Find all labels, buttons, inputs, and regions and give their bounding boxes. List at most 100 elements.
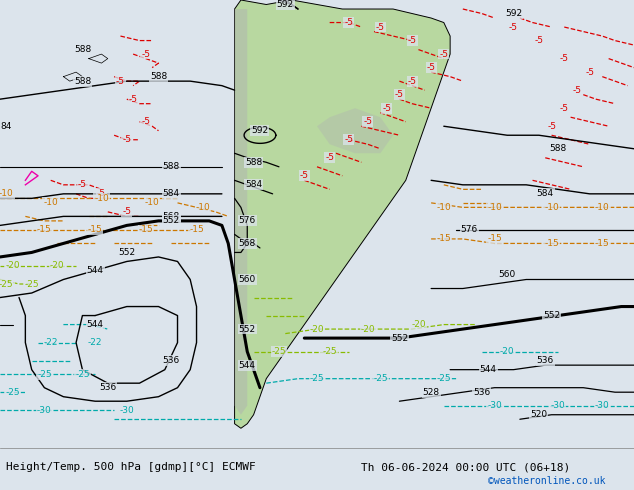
Text: -5: -5	[363, 117, 372, 126]
Text: -30: -30	[487, 401, 502, 410]
Text: 552: 552	[238, 324, 256, 334]
Text: -15: -15	[487, 234, 502, 244]
Text: 536: 536	[99, 383, 117, 392]
Text: -5: -5	[382, 104, 391, 113]
Text: -5: -5	[560, 104, 569, 113]
Text: 568: 568	[238, 239, 256, 248]
Text: 544: 544	[87, 320, 103, 329]
Text: 592: 592	[276, 0, 294, 9]
Text: 552: 552	[391, 334, 408, 343]
Text: -20: -20	[5, 262, 20, 270]
Text: 560: 560	[498, 270, 516, 279]
Text: -5: -5	[408, 36, 417, 45]
Text: -25: -25	[373, 374, 388, 383]
Text: -5: -5	[547, 122, 556, 131]
Text: -5: -5	[408, 76, 417, 86]
Polygon shape	[235, 9, 247, 415]
Text: -22: -22	[44, 338, 58, 347]
Text: -10: -10	[436, 203, 451, 212]
Text: -5: -5	[78, 180, 87, 189]
Text: -15: -15	[436, 234, 451, 244]
Text: -10: -10	[0, 189, 14, 198]
Text: -25: -25	[75, 369, 90, 379]
Text: -10: -10	[595, 203, 610, 212]
Text: -5: -5	[344, 18, 353, 27]
Text: 520: 520	[530, 410, 548, 419]
Text: -5: -5	[395, 90, 404, 99]
Text: 576: 576	[460, 225, 478, 234]
Text: 576: 576	[238, 217, 256, 225]
Text: 588: 588	[162, 162, 180, 171]
Text: -25: -25	[0, 279, 14, 289]
Text: 584: 584	[536, 189, 554, 198]
Polygon shape	[317, 108, 393, 153]
Text: -15: -15	[595, 239, 610, 248]
Text: 584: 584	[162, 189, 180, 198]
Text: ©weatheronline.co.uk: ©weatheronline.co.uk	[488, 476, 605, 486]
Text: -5: -5	[325, 153, 334, 162]
Text: 588: 588	[549, 144, 567, 153]
Text: -15: -15	[87, 225, 103, 234]
Text: -5: -5	[585, 68, 594, 76]
Text: -30: -30	[550, 401, 566, 410]
Text: -5: -5	[116, 76, 125, 86]
Text: 536: 536	[162, 356, 180, 365]
Text: 592: 592	[251, 126, 269, 135]
Text: -15: -15	[138, 225, 153, 234]
Text: -5: -5	[129, 95, 138, 104]
Text: -5: -5	[427, 63, 436, 72]
Text: -10: -10	[43, 198, 58, 207]
Text: -5: -5	[509, 23, 518, 31]
Text: -20: -20	[360, 324, 375, 334]
Text: -5: -5	[141, 117, 150, 126]
Text: -30: -30	[37, 406, 52, 415]
Text: -25: -25	[24, 279, 39, 289]
Text: 84: 84	[1, 122, 12, 131]
Text: 592: 592	[505, 9, 522, 18]
Text: -30: -30	[119, 406, 134, 415]
Text: -5: -5	[97, 189, 106, 198]
Text: -30: -30	[595, 401, 610, 410]
Text: 568: 568	[162, 212, 180, 221]
Text: -10: -10	[487, 203, 502, 212]
Text: -20: -20	[49, 262, 65, 270]
Text: 536: 536	[536, 356, 554, 365]
Text: 552: 552	[118, 248, 136, 257]
Text: 560: 560	[238, 275, 256, 284]
Text: -5: -5	[534, 36, 543, 45]
Polygon shape	[235, 0, 450, 428]
Text: 588: 588	[245, 158, 262, 167]
Text: -15: -15	[189, 225, 204, 234]
Text: -25: -25	[322, 347, 337, 356]
Text: 544: 544	[480, 365, 496, 374]
Text: -10: -10	[145, 198, 160, 207]
Text: -15: -15	[544, 239, 559, 248]
Text: -5: -5	[122, 207, 131, 217]
Text: -15: -15	[37, 225, 52, 234]
Text: 588: 588	[150, 72, 167, 81]
Text: -5: -5	[376, 23, 385, 31]
Text: -5: -5	[141, 49, 150, 59]
Text: -10: -10	[544, 203, 559, 212]
Text: -5: -5	[300, 172, 309, 180]
Text: -5: -5	[344, 135, 353, 144]
Text: 544: 544	[87, 266, 103, 275]
Text: -20: -20	[309, 324, 325, 334]
Text: 588: 588	[74, 76, 91, 86]
Text: -25: -25	[37, 369, 52, 379]
Text: 552: 552	[162, 217, 180, 225]
Text: -25: -25	[271, 347, 287, 356]
Text: 584: 584	[245, 180, 262, 189]
Text: -5: -5	[439, 49, 448, 59]
Text: 588: 588	[74, 45, 91, 54]
Text: -5: -5	[573, 86, 581, 95]
Text: 528: 528	[422, 388, 440, 397]
Text: -22: -22	[88, 338, 102, 347]
Text: -10: -10	[94, 194, 109, 203]
Text: 536: 536	[473, 388, 491, 397]
Text: 544: 544	[239, 361, 256, 369]
Text: 552: 552	[543, 311, 560, 320]
Text: Th 06-06-2024 00:00 UTC (06+18): Th 06-06-2024 00:00 UTC (06+18)	[361, 462, 571, 472]
Text: -5: -5	[560, 54, 569, 63]
Text: -25: -25	[5, 388, 20, 397]
